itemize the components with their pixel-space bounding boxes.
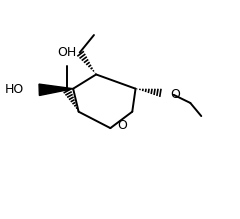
Text: OH: OH <box>57 46 76 59</box>
Polygon shape <box>39 84 73 95</box>
Text: O: O <box>170 88 180 101</box>
Text: O: O <box>117 119 127 132</box>
Text: HO: HO <box>5 83 24 96</box>
